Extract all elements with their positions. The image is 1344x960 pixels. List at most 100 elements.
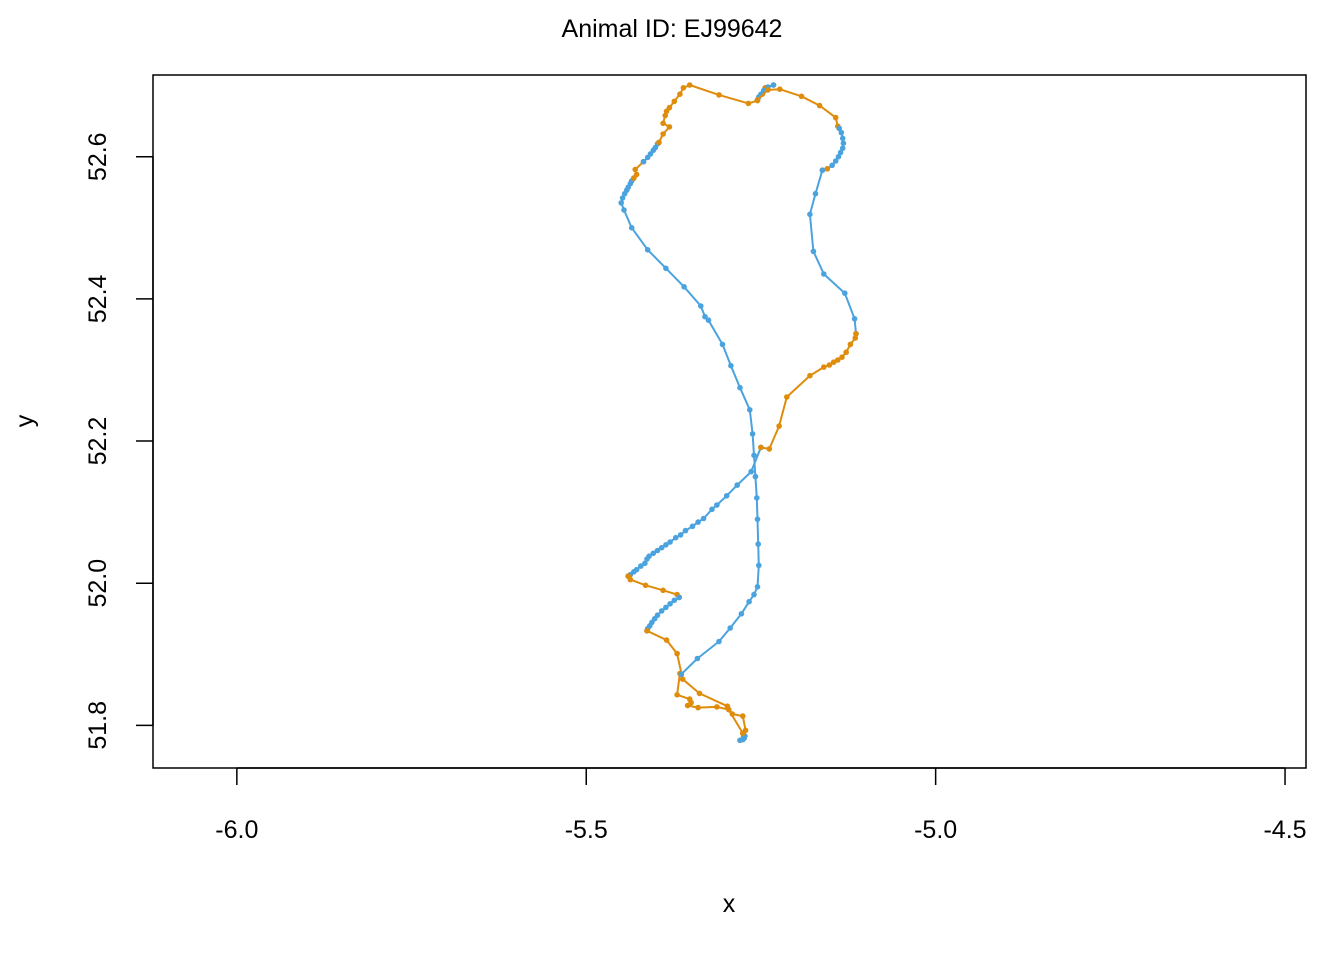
track-point (839, 135, 846, 142)
x-tick-label: -5.0 (914, 816, 957, 844)
track-point (698, 303, 704, 309)
track-point (835, 357, 841, 363)
track-point (695, 519, 701, 525)
track-point (656, 139, 662, 146)
track-point (662, 112, 668, 119)
track-point (642, 560, 648, 567)
track-segment-orange (754, 86, 842, 132)
track-point (807, 211, 813, 218)
track-point (737, 384, 743, 391)
track-point (755, 541, 761, 547)
track-point (754, 516, 761, 522)
track-point (830, 359, 837, 366)
track-point (658, 608, 665, 614)
track-point (714, 704, 720, 710)
track-point (633, 171, 640, 178)
track-point (694, 655, 701, 662)
track-point (628, 225, 635, 231)
track-point (686, 82, 693, 88)
track-point (678, 671, 685, 677)
track-point (754, 97, 761, 103)
track-point (666, 104, 673, 111)
track-point (677, 532, 684, 538)
track-point (765, 87, 771, 93)
track-point (727, 625, 733, 631)
track-point (843, 349, 849, 356)
track-segment-blue (824, 125, 847, 172)
track-point (740, 730, 746, 736)
track-point (840, 140, 847, 146)
track-point (824, 166, 831, 172)
y-axis: 51.8 52.0 52.2 52.4 52.6 (84, 132, 154, 750)
track-point (642, 582, 649, 589)
track-point (751, 591, 757, 598)
track-point (671, 98, 678, 105)
track-point (660, 587, 666, 594)
x-axis-label: x (723, 890, 736, 918)
track-point (638, 563, 644, 569)
track-point (812, 190, 819, 197)
track-point (663, 604, 669, 611)
track-point (672, 534, 679, 541)
track-point (745, 100, 752, 107)
track-point (746, 598, 752, 605)
track-segment-orange (674, 670, 746, 736)
track-point (644, 247, 651, 253)
track-point (679, 676, 686, 682)
track-point (660, 131, 666, 137)
y-tick-label: 52.0 (84, 559, 112, 608)
track-series (618, 82, 859, 744)
track-point (644, 628, 650, 634)
track-point (632, 166, 638, 173)
track-point (666, 124, 673, 130)
track-point (627, 576, 634, 583)
track-point (777, 86, 783, 92)
x-tick-label: -6.0 (215, 816, 258, 844)
y-axis-label: y (11, 414, 39, 427)
track-point (754, 584, 761, 590)
track-point (716, 638, 722, 645)
track-point (681, 284, 687, 290)
track-point (851, 316, 858, 322)
track-point (853, 330, 859, 337)
track-point (835, 153, 842, 160)
track-point (798, 93, 805, 100)
track-point (738, 611, 745, 617)
track-point (829, 162, 835, 169)
track-segment-blue (644, 594, 682, 634)
track-point (663, 637, 670, 643)
track-point (826, 362, 833, 368)
track-point (819, 167, 826, 173)
track-point (621, 207, 627, 213)
track-point (842, 290, 848, 297)
track-point (807, 372, 813, 379)
track-line (760, 333, 857, 450)
track-segment-blue (807, 167, 859, 337)
track-point (709, 506, 715, 513)
track-point (719, 341, 726, 348)
track-point (748, 468, 754, 475)
track-segment-blue (625, 444, 764, 579)
track-point (723, 493, 730, 499)
track-point (686, 696, 693, 702)
track-point (714, 502, 720, 508)
track-line (808, 169, 857, 334)
track-point (821, 271, 827, 277)
track-point (650, 550, 657, 557)
y-tick-label: 51.8 (84, 701, 112, 750)
track-point (747, 407, 753, 413)
track-segment-orange (644, 628, 749, 744)
x-tick-label: -5.5 (565, 816, 608, 844)
track-point (680, 85, 687, 91)
track-line (646, 629, 747, 741)
track-point (728, 362, 734, 369)
track-line (756, 88, 841, 129)
track-point (700, 515, 707, 522)
track-point (734, 482, 740, 488)
track-segment-orange (656, 82, 777, 146)
track-point (756, 562, 762, 569)
track-point (810, 248, 817, 255)
track-segment-blue (618, 175, 762, 677)
track-point (832, 158, 839, 164)
